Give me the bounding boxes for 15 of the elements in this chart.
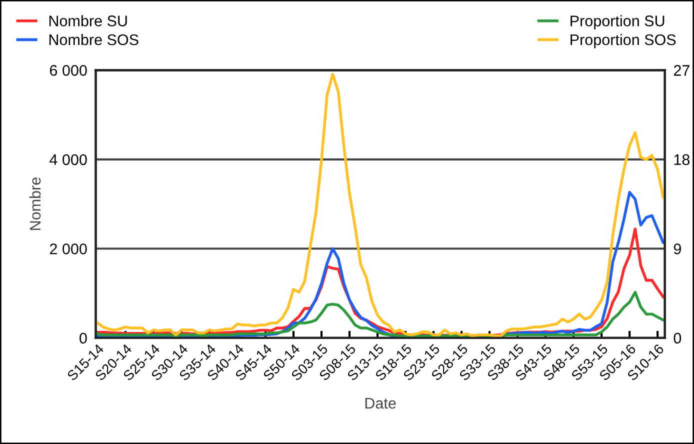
y2-tick-label: 9	[674, 244, 681, 254]
y2-tick-label: 27	[674, 65, 690, 76]
y2-tick-label: 18	[674, 154, 690, 166]
y-tick-label: 2 000	[50, 244, 87, 254]
y-tick-label: 0	[80, 332, 87, 344]
line-series	[96, 72, 665, 338]
legend-label: Proportion SOS	[570, 34, 676, 48]
y-axis-title: Nombre	[29, 178, 41, 230]
legend-label: Nombre SU	[49, 15, 127, 26]
x-axis-title: Date	[365, 398, 396, 409]
legend-label: Proportion SU	[570, 15, 664, 30]
y2-tick-label: 0	[674, 332, 682, 344]
y-tick-label: 6 000	[50, 65, 87, 76]
legend-label: Nombre SOS	[49, 34, 138, 46]
y-tick-label: 4 000	[50, 154, 87, 166]
